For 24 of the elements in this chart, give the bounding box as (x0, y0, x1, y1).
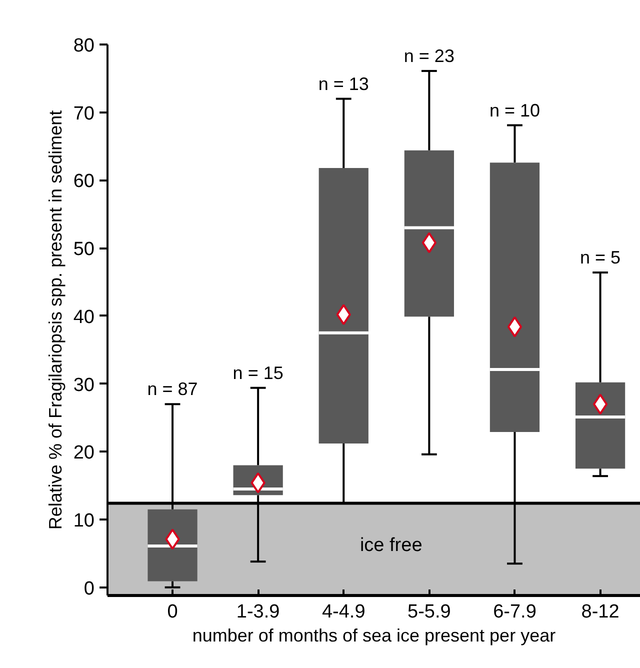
y-tick-label: 20 (73, 442, 95, 464)
y-axis-title: Relative % of Fragilariopsis spp. present in sediment (45, 110, 66, 530)
band-label: ice free (360, 534, 422, 556)
y-tick-label: 80 (73, 36, 95, 56)
y-tick-label: 30 (73, 374, 95, 396)
x-tick-label: 0 (167, 602, 178, 622)
y-tick-label: 60 (73, 171, 95, 192)
y-tick-label: 0 (84, 578, 95, 600)
annotation: n = 5 (580, 248, 621, 268)
x-tick-label: 8-12 (581, 602, 620, 622)
x-tick-label: 1-3.9 (236, 602, 280, 622)
annotation: n = 15 (232, 362, 284, 383)
y-tick-label: 10 (73, 510, 95, 532)
x-tick-label: 4-4.9 (322, 602, 366, 622)
y-tick-label: 70 (73, 103, 95, 124)
y-tick-label: 40 (73, 306, 95, 328)
annotation: n = 23 (404, 46, 454, 66)
annotation: n = 10 (489, 100, 540, 120)
annotation: n = 13 (318, 74, 369, 94)
x-axis-title: number of months of sea ice present per year (192, 626, 556, 646)
annotation: n = 87 (147, 379, 198, 400)
x-tick-label: 5-5.9 (408, 602, 451, 622)
y-tick-label: 50 (73, 239, 95, 260)
x-tick-label: 6-7.9 (493, 602, 536, 622)
